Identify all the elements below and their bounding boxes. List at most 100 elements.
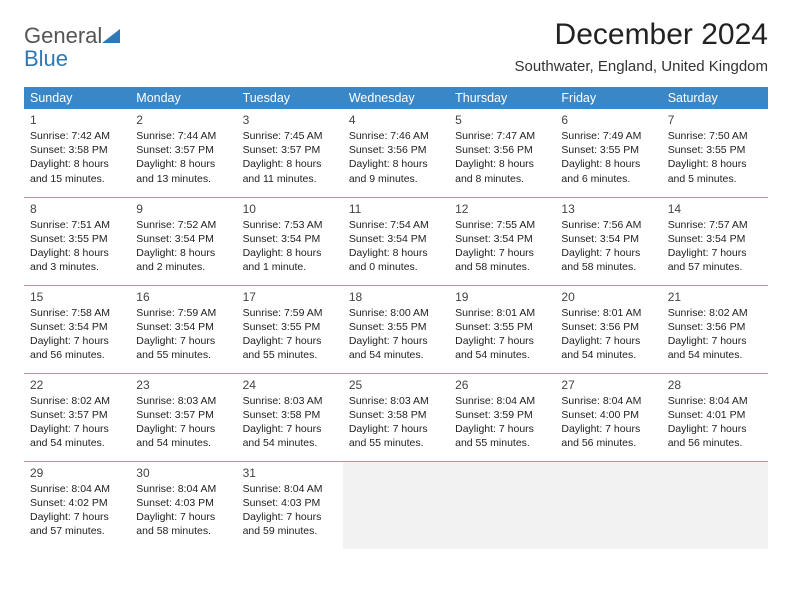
day-number: 25	[349, 378, 443, 392]
day-detail: Sunrise: 7:44 AMSunset: 3:57 PMDaylight:…	[136, 129, 230, 186]
day-detail: Sunrise: 8:04 AMSunset: 4:00 PMDaylight:…	[561, 394, 655, 451]
calendar-day-cell: 23 Sunrise: 8:03 AMSunset: 3:57 PMDayligh…	[130, 373, 236, 461]
calendar-day-cell: 16 Sunrise: 7:59 AMSunset: 3:54 PMDayligh…	[130, 285, 236, 373]
weekday-header: Monday	[130, 87, 236, 109]
calendar-day-cell: 9 Sunrise: 7:52 AMSunset: 3:54 PMDaylight…	[130, 197, 236, 285]
day-number: 9	[136, 202, 230, 216]
calendar-day-cell: 2Sunrise: 7:44 AMSunset: 3:57 PMDaylight…	[130, 109, 236, 197]
day-detail: Sunrise: 8:02 AMSunset: 3:57 PMDaylight:…	[30, 394, 124, 451]
day-detail: Sunrise: 7:56 AMSunset: 3:54 PMDaylight:…	[561, 218, 655, 275]
weekday-header: Tuesday	[237, 87, 343, 109]
day-number: 16	[136, 290, 230, 304]
day-detail: Sunrise: 7:46 AMSunset: 3:56 PMDaylight:…	[349, 129, 443, 186]
calendar-day-cell: 29 Sunrise: 8:04 AMSunset: 4:02 PMDayligh…	[24, 461, 130, 549]
month-title: December 2024	[515, 18, 769, 52]
day-detail: Sunrise: 7:52 AMSunset: 3:54 PMDaylight:…	[136, 218, 230, 275]
calendar-day-cell: 24 Sunrise: 8:03 AMSunset: 3:58 PMDayligh…	[237, 373, 343, 461]
day-detail: Sunrise: 8:03 AMSunset: 3:57 PMDaylight:…	[136, 394, 230, 451]
calendar-day-cell: 5 Sunrise: 7:47 AMSunset: 3:56 PMDaylight…	[449, 109, 555, 197]
day-detail: Sunrise: 7:55 AMSunset: 3:54 PMDaylight:…	[455, 218, 549, 275]
title-block: December 2024 Southwater, England, Unite…	[515, 18, 769, 75]
day-number: 30	[136, 466, 230, 480]
weekday-header: Saturday	[662, 87, 768, 109]
logo-text: General Blue	[24, 24, 120, 70]
calendar-header-row: SundayMondayTuesdayWednesdayThursdayFrid…	[24, 87, 768, 109]
calendar-day-cell: 4 Sunrise: 7:46 AMSunset: 3:56 PMDaylight…	[343, 109, 449, 197]
day-number: 1	[30, 113, 124, 127]
calendar-page: General Blue December 2024 Southwater, E…	[0, 0, 792, 549]
calendar-day-cell: 8Sunrise: 7:51 AMSunset: 3:55 PMDaylight…	[24, 197, 130, 285]
calendar-day-cell: 21 Sunrise: 8:02 AMSunset: 3:56 PMDayligh…	[662, 285, 768, 373]
day-detail: Sunrise: 7:45 AMSunset: 3:57 PMDaylight:…	[243, 129, 337, 186]
calendar-day-cell: 18Sunrise: 8:00 AMSunset: 3:55 PMDayligh…	[343, 285, 449, 373]
day-number: 24	[243, 378, 337, 392]
day-detail: Sunrise: 7:49 AMSunset: 3:55 PMDaylight:…	[561, 129, 655, 186]
day-number: 12	[455, 202, 549, 216]
calendar-day-cell	[343, 461, 449, 549]
weekday-header: Sunday	[24, 87, 130, 109]
calendar-day-cell: 13Sunrise: 7:56 AMSunset: 3:54 PMDayligh…	[555, 197, 661, 285]
calendar-week-row: 15Sunrise: 7:58 AMSunset: 3:54 PMDayligh…	[24, 285, 768, 373]
calendar-body: 1Sunrise: 7:42 AMSunset: 3:58 PMDaylight…	[24, 109, 768, 549]
day-number: 15	[30, 290, 124, 304]
day-detail: Sunrise: 7:57 AMSunset: 3:54 PMDaylight:…	[668, 218, 762, 275]
day-number: 4	[349, 113, 443, 127]
calendar-day-cell	[555, 461, 661, 549]
day-number: 29	[30, 466, 124, 480]
day-detail: Sunrise: 8:04 AMSunset: 3:59 PMDaylight:…	[455, 394, 549, 451]
day-number: 5	[455, 113, 549, 127]
day-number: 3	[243, 113, 337, 127]
day-number: 20	[561, 290, 655, 304]
calendar-day-cell: 25 Sunrise: 8:03 AMSunset: 3:58 PMDayligh…	[343, 373, 449, 461]
day-detail: Sunrise: 8:03 AMSunset: 3:58 PMDaylight:…	[243, 394, 337, 451]
day-detail: Sunrise: 7:50 AMSunset: 3:55 PMDaylight:…	[668, 129, 762, 186]
day-detail: Sunrise: 7:53 AMSunset: 3:54 PMDaylight:…	[243, 218, 337, 275]
calendar-day-cell: 1Sunrise: 7:42 AMSunset: 3:58 PMDaylight…	[24, 109, 130, 197]
calendar-day-cell: 17 Sunrise: 7:59 AMSunset: 3:55 PMDayligh…	[237, 285, 343, 373]
calendar-week-row: 8Sunrise: 7:51 AMSunset: 3:55 PMDaylight…	[24, 197, 768, 285]
calendar-day-cell: 11Sunrise: 7:54 AMSunset: 3:54 PMDayligh…	[343, 197, 449, 285]
page-header: General Blue December 2024 Southwater, E…	[24, 18, 768, 75]
day-number: 21	[668, 290, 762, 304]
calendar-day-cell: 15Sunrise: 7:58 AMSunset: 3:54 PMDayligh…	[24, 285, 130, 373]
day-detail: Sunrise: 8:04 AMSunset: 4:02 PMDaylight:…	[30, 482, 124, 539]
calendar-day-cell: 19Sunrise: 8:01 AMSunset: 3:55 PMDayligh…	[449, 285, 555, 373]
logo: General Blue	[24, 18, 120, 70]
day-detail: Sunrise: 8:02 AMSunset: 3:56 PMDaylight:…	[668, 306, 762, 363]
calendar-day-cell: 14Sunrise: 7:57 AMSunset: 3:54 PMDayligh…	[662, 197, 768, 285]
day-detail: Sunrise: 7:47 AMSunset: 3:56 PMDaylight:…	[455, 129, 549, 186]
day-detail: Sunrise: 7:59 AMSunset: 3:55 PMDaylight:…	[243, 306, 337, 363]
day-number: 10	[243, 202, 337, 216]
calendar-day-cell: 30Sunrise: 8:04 AMSunset: 4:03 PMDayligh…	[130, 461, 236, 549]
calendar-day-cell: 31 Sunrise: 8:04 AMSunset: 4:03 PMDayligh…	[237, 461, 343, 549]
day-number: 22	[30, 378, 124, 392]
calendar-day-cell: 22 Sunrise: 8:02 AMSunset: 3:57 PMDayligh…	[24, 373, 130, 461]
calendar-day-cell: 7 Sunrise: 7:50 AMSunset: 3:55 PMDaylight…	[662, 109, 768, 197]
logo-word1: General	[24, 23, 102, 48]
day-number: 7	[668, 113, 762, 127]
calendar-day-cell: 26Sunrise: 8:04 AMSunset: 3:59 PMDayligh…	[449, 373, 555, 461]
calendar-day-cell: 28Sunrise: 8:04 AMSunset: 4:01 PMDayligh…	[662, 373, 768, 461]
day-number: 17	[243, 290, 337, 304]
day-detail: Sunrise: 8:04 AMSunset: 4:03 PMDaylight:…	[243, 482, 337, 539]
calendar-week-row: 22 Sunrise: 8:02 AMSunset: 3:57 PMDayligh…	[24, 373, 768, 461]
day-detail: Sunrise: 8:01 AMSunset: 3:55 PMDaylight:…	[455, 306, 549, 363]
day-detail: Sunrise: 7:51 AMSunset: 3:55 PMDaylight:…	[30, 218, 124, 275]
day-number: 11	[349, 202, 443, 216]
day-number: 23	[136, 378, 230, 392]
day-number: 27	[561, 378, 655, 392]
calendar-week-row: 1Sunrise: 7:42 AMSunset: 3:58 PMDaylight…	[24, 109, 768, 197]
day-number: 6	[561, 113, 655, 127]
calendar-table: SundayMondayTuesdayWednesdayThursdayFrid…	[24, 87, 768, 549]
logo-word2: Blue	[24, 46, 68, 71]
day-detail: Sunrise: 8:01 AMSunset: 3:56 PMDaylight:…	[561, 306, 655, 363]
day-detail: Sunrise: 8:03 AMSunset: 3:58 PMDaylight:…	[349, 394, 443, 451]
calendar-day-cell: 27 Sunrise: 8:04 AMSunset: 4:00 PMDayligh…	[555, 373, 661, 461]
weekday-header: Friday	[555, 87, 661, 109]
calendar-day-cell	[449, 461, 555, 549]
day-number: 31	[243, 466, 337, 480]
calendar-day-cell	[662, 461, 768, 549]
weekday-header: Wednesday	[343, 87, 449, 109]
calendar-day-cell: 10 Sunrise: 7:53 AMSunset: 3:54 PMDayligh…	[237, 197, 343, 285]
day-detail: Sunrise: 7:59 AMSunset: 3:54 PMDaylight:…	[136, 306, 230, 363]
